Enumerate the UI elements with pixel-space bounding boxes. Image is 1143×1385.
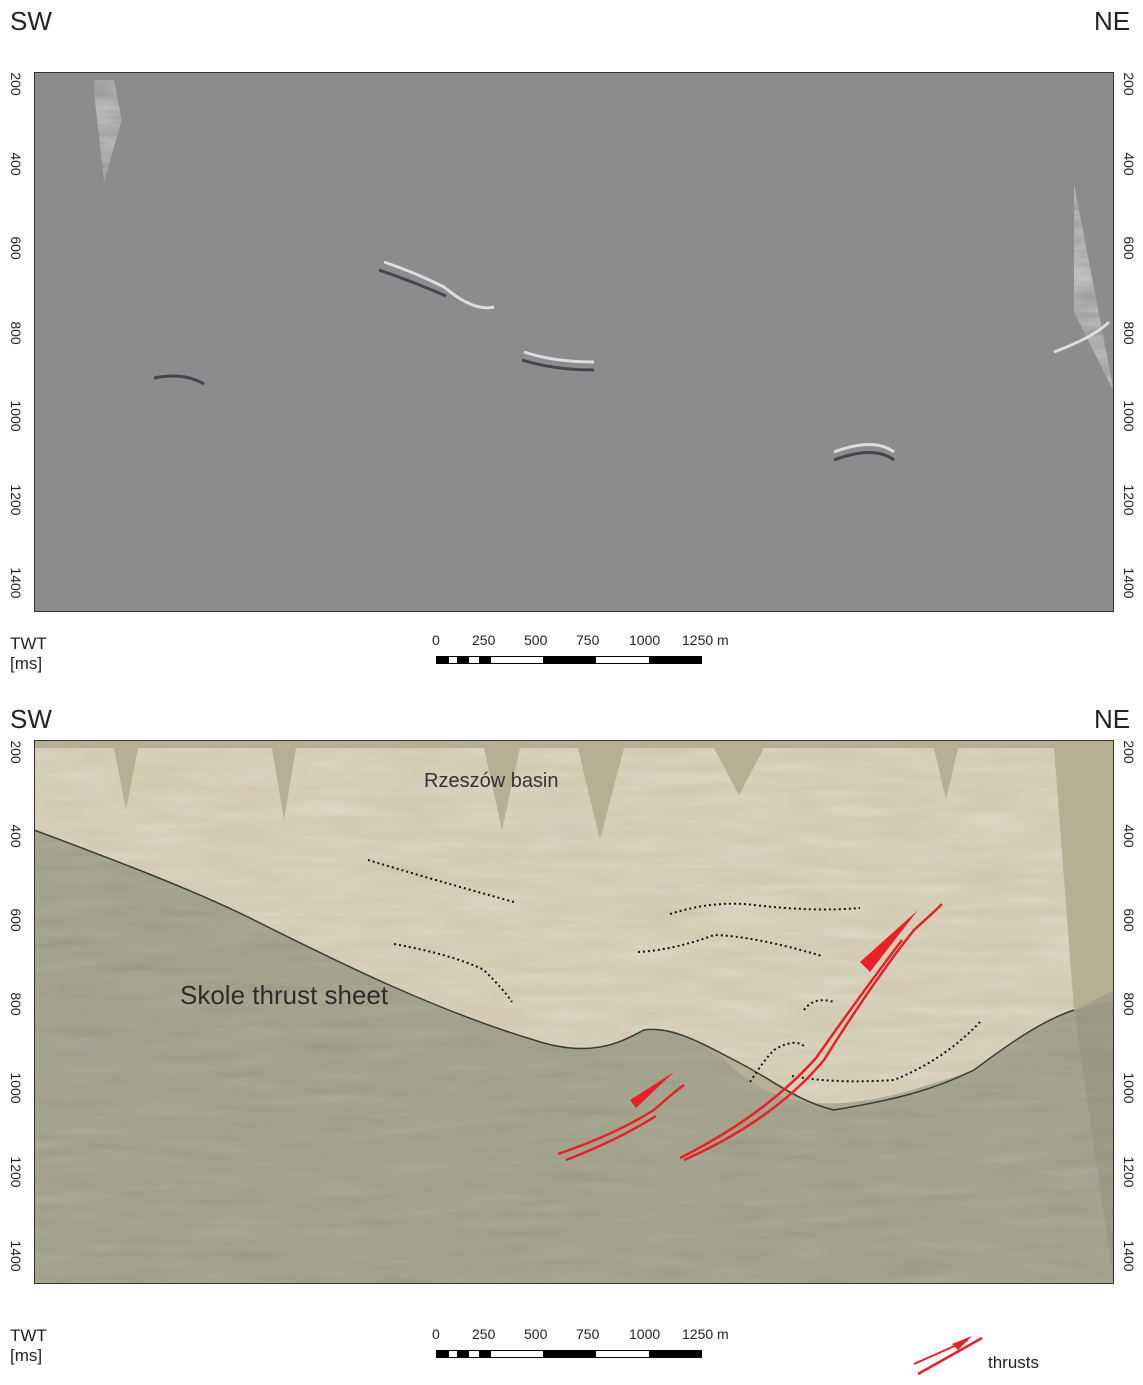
scale-label: 1250 m bbox=[682, 1326, 729, 1342]
y-tick-left: 1000 bbox=[8, 400, 24, 432]
y-tick-right: 400 bbox=[1121, 152, 1137, 176]
axis-unit-text: [ms] bbox=[10, 1346, 43, 1365]
y-tick-right: 600 bbox=[1121, 236, 1137, 260]
ne-label-top: NE bbox=[1094, 6, 1131, 36]
y-tick-left: 1200 bbox=[8, 484, 24, 516]
y-tick-left: 400 bbox=[8, 824, 24, 848]
y-tick-left: 1200 bbox=[8, 1156, 24, 1188]
scale-label: 250 bbox=[472, 1326, 496, 1342]
scale-bar-top bbox=[436, 656, 702, 664]
ne-label-bottom: NE bbox=[1094, 704, 1131, 734]
thrust-legend-label: thrusts bbox=[988, 1353, 1040, 1372]
y-tick-right: 600 bbox=[1121, 908, 1137, 932]
skole-thrust-sheet-label: Skole thrust sheet bbox=[180, 980, 389, 1010]
y-tick-left: 1400 bbox=[8, 567, 24, 599]
y-tick-left: 800 bbox=[8, 992, 24, 1016]
y-tick-right: 1200 bbox=[1121, 484, 1137, 516]
sw-label-top: SW bbox=[10, 6, 52, 36]
y-tick-left: 800 bbox=[8, 321, 24, 345]
axis-unit-text: [ms] bbox=[10, 654, 43, 673]
y-tick-right: 200 bbox=[1121, 740, 1137, 764]
y-tick-left: 600 bbox=[8, 908, 24, 932]
axis-title-text: TWT bbox=[10, 1326, 47, 1345]
axis-title-bottom: TWT [ms] bbox=[10, 1326, 47, 1366]
seismic-section-bottom bbox=[34, 740, 1114, 1284]
y-tick-right: 1400 bbox=[1121, 567, 1137, 599]
y-tick-right: 1000 bbox=[1121, 1072, 1137, 1104]
y-tick-left: 1000 bbox=[8, 1072, 24, 1104]
sw-label-bottom: SW bbox=[10, 704, 52, 734]
scale-label: 500 bbox=[524, 1326, 548, 1342]
axis-title-text: TWT bbox=[10, 634, 47, 653]
scale-label: 1000 bbox=[629, 1326, 661, 1342]
scale-labels-top: 0 250 500 750 1000 1250 m bbox=[430, 632, 750, 650]
scale-label: 750 bbox=[576, 632, 600, 648]
y-tick-right: 400 bbox=[1121, 824, 1137, 848]
y-tick-left: 200 bbox=[8, 72, 24, 96]
y-tick-left: 600 bbox=[8, 236, 24, 260]
y-tick-right: 1000 bbox=[1121, 400, 1137, 432]
axis-title-top: TWT [ms] bbox=[10, 634, 47, 674]
y-tick-left: 200 bbox=[8, 740, 24, 764]
scale-label: 750 bbox=[576, 1326, 600, 1342]
rzeszow-basin-label: Rzeszów basin bbox=[424, 770, 559, 792]
y-tick-right: 200 bbox=[1121, 72, 1137, 96]
y-tick-right: 1200 bbox=[1121, 1156, 1137, 1188]
scale-bar-bottom bbox=[436, 1350, 702, 1358]
y-tick-right: 1400 bbox=[1121, 1240, 1137, 1272]
y-tick-right: 800 bbox=[1121, 992, 1137, 1016]
scale-labels-bottom: 0 250 500 750 1000 1250 m bbox=[430, 1326, 750, 1344]
seismic-image-bottom bbox=[34, 740, 1114, 1284]
y-tick-left: 400 bbox=[8, 152, 24, 176]
thrust-legend-icon bbox=[913, 1336, 983, 1376]
scale-label: 1000 bbox=[629, 632, 661, 648]
seismic-section-top bbox=[34, 72, 1114, 612]
y-tick-left: 1400 bbox=[8, 1240, 24, 1272]
seismic-image-top bbox=[34, 72, 1114, 612]
scale-label: 1250 m bbox=[682, 632, 729, 648]
y-tick-right: 800 bbox=[1121, 321, 1137, 345]
scale-label: 0 bbox=[432, 632, 440, 648]
scale-label: 250 bbox=[472, 632, 496, 648]
scale-label: 0 bbox=[432, 1326, 440, 1342]
scale-label: 500 bbox=[524, 632, 548, 648]
